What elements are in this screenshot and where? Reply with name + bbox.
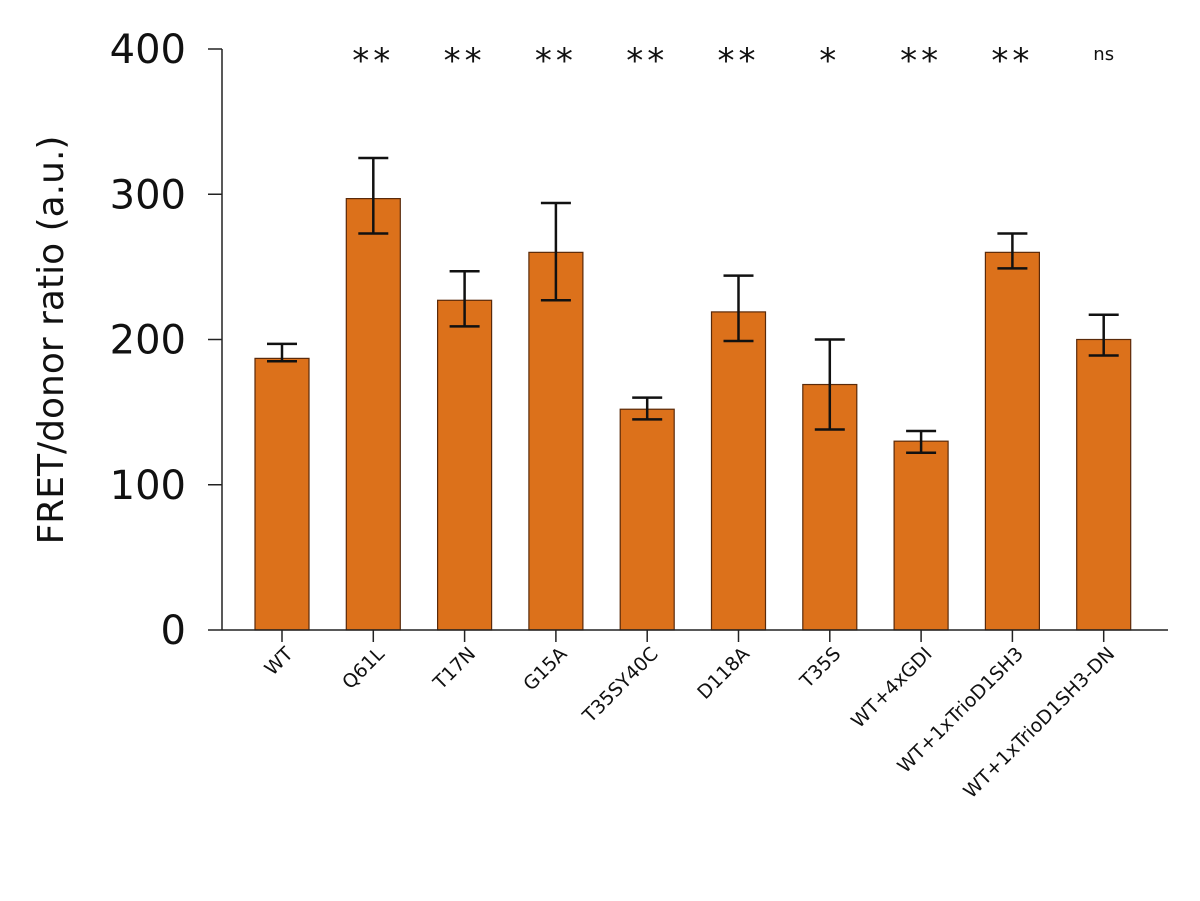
x-tick-label: T17N [429,643,481,695]
significance-label: ** [535,41,577,81]
y-tick-label: 400 [110,27,186,73]
bar-q61l [345,198,401,631]
error-bars-layer [267,156,1119,455]
y-ticks-layer: 0 100 200 300 400 [110,27,222,654]
significance-label: ** [352,41,394,81]
y-tick-label: 0 [161,608,186,654]
significance-label: ** [900,41,942,81]
bar-wt+1xtriod1sh3-dn [1076,338,1132,631]
significance-label: * [819,41,840,81]
bar-d118a [710,311,767,631]
y-tick-label: 100 [110,463,186,509]
bars-layer [254,198,1132,631]
x-tick-label: WT+4xGDI [847,643,937,733]
significance-label: ** [444,41,486,81]
y-tick-label: 300 [110,172,186,218]
x-tick-label: WT+1xTrioD1SH3-DN [959,643,1119,803]
bar-t17n [437,299,493,631]
x-ticks-layer: WT Q61L T17N G15A T35SY40C D118A T35S WT+4xGDIW… [260,630,1119,803]
x-tick-label: T35S [795,643,845,693]
x-tick-label: WT [260,643,297,680]
x-tick-label: G15A [519,643,571,695]
y-tick-label: 200 [110,318,186,364]
y-axis-title: FRET/donor ratio (a.u.) [31,136,72,545]
bar-wt+4xgdi [893,440,949,631]
x-tick-label: D118A [693,643,754,704]
x-tick-label: T35SY40C [578,643,663,728]
significance-label: ** [718,41,760,81]
significance-label: ** [991,41,1033,81]
bar-wt+1xtriod1sh3 [984,251,1041,631]
significance-label: ** [626,41,668,81]
significance-label: ns [1093,44,1114,65]
bar-g15a [528,251,584,631]
bar-wt [254,357,310,631]
bar-t35sy40c [619,408,675,631]
x-tick-label: Q61L [338,643,389,694]
significance-layer: ** ** ** ** ** * ** ** ns [352,41,1114,81]
